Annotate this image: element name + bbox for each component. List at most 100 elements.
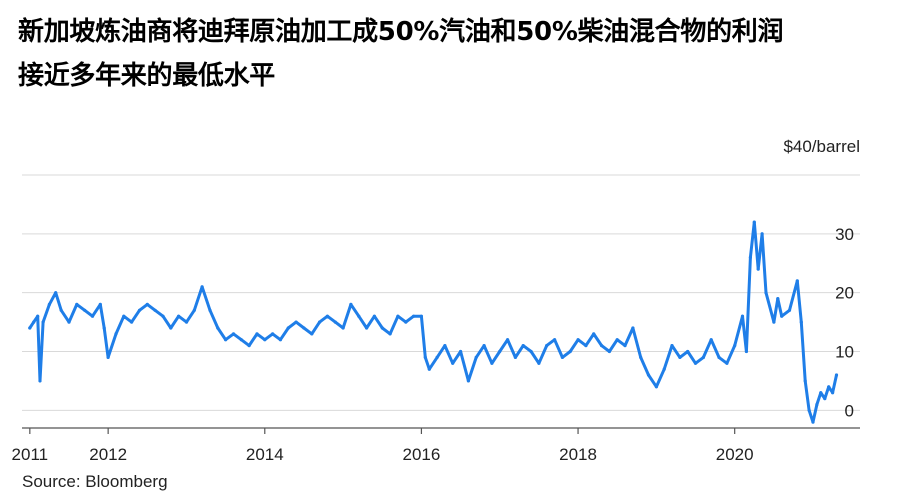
data-point: [795, 279, 799, 283]
data-point: [59, 308, 63, 312]
data-point: [725, 361, 729, 365]
chart-title-line-2: 接近多年来的最低水平: [18, 61, 276, 91]
data-point: [247, 344, 251, 348]
data-point: [333, 320, 337, 324]
data-point: [553, 338, 557, 342]
data-point: [733, 344, 737, 348]
data-point: [744, 349, 749, 354]
data-point: [423, 355, 427, 359]
source-note: Source: Bloomberg: [22, 472, 168, 491]
data-point: [787, 308, 792, 312]
data-point: [545, 344, 549, 348]
data-point: [776, 297, 780, 301]
data-point: [231, 332, 236, 336]
data-point: [310, 332, 314, 336]
data-point: [278, 338, 282, 342]
data-point: [709, 338, 713, 342]
data-point: [513, 355, 518, 359]
data-point: [404, 320, 408, 324]
data-point: [177, 314, 181, 318]
data-point: [83, 308, 87, 312]
x-tick-label: 2012: [89, 445, 127, 464]
data-point: [560, 355, 565, 359]
data-point: [686, 349, 690, 354]
data-point: [615, 338, 619, 342]
y-tick-label: 0: [845, 401, 854, 420]
data-point: [834, 373, 839, 377]
data-point: [67, 320, 71, 324]
chart-title-line-1: 新加坡炼油商将迪拜原油加工成50%汽油和50%柴油混合物的利润: [18, 17, 784, 47]
data-point: [380, 326, 384, 330]
data-point: [780, 314, 784, 318]
data-point: [740, 314, 745, 318]
data-point: [498, 349, 502, 354]
data-point: [823, 397, 827, 401]
data-point: [349, 302, 353, 306]
data-point: [130, 320, 134, 324]
data-point: [32, 320, 36, 324]
data-point: [435, 355, 439, 359]
data-point: [748, 255, 753, 259]
data-point: [592, 332, 596, 336]
data-point: [192, 308, 196, 312]
data-point: [98, 302, 102, 306]
data-point: [208, 308, 212, 312]
data-point: [717, 355, 721, 359]
data-point: [122, 314, 126, 318]
chart-title: 新加坡炼油商将迪拜原油加工成50%汽油和50%柴油混合物的利润 接近多年来的最低…: [18, 10, 888, 98]
data-point: [216, 326, 220, 330]
data-point: [255, 332, 259, 336]
x-tick-label: 2011: [12, 445, 49, 464]
data-point: [102, 326, 106, 330]
y-tick-label: 30: [835, 225, 854, 244]
data-point: [184, 320, 189, 324]
series-line-refining-margin: [28, 220, 838, 424]
data-point: [75, 302, 79, 306]
data-point: [831, 391, 835, 395]
data-point: [271, 332, 275, 336]
data-point: [412, 314, 416, 318]
data-point: [28, 326, 32, 330]
data-point: [427, 367, 431, 371]
data-point: [451, 361, 455, 365]
data-point: [654, 385, 659, 389]
data-point: [302, 326, 306, 330]
data-point: [318, 320, 322, 324]
data-point: [419, 314, 423, 318]
data-point: [623, 344, 627, 348]
data-point: [459, 349, 463, 354]
data-point: [631, 326, 635, 330]
data-point: [764, 291, 768, 295]
data-point: [294, 320, 298, 324]
data-point: [693, 361, 698, 365]
data-point: [161, 314, 165, 318]
data-point: [325, 314, 329, 318]
data-point: [760, 232, 764, 236]
data-point: [584, 344, 588, 348]
data-point: [114, 332, 118, 336]
data-point: [466, 379, 470, 383]
data-point: [756, 267, 760, 271]
x-tick-label: 2020: [716, 445, 754, 464]
data-point: [239, 338, 243, 342]
x-tick-label: 2016: [403, 445, 441, 464]
data-point: [607, 349, 612, 354]
data-point: [819, 391, 823, 395]
data-point: [772, 320, 776, 324]
data-point: [36, 314, 40, 318]
data-point: [537, 361, 541, 365]
data-point: [47, 302, 52, 306]
data-point: [263, 338, 267, 342]
data-point: [662, 367, 666, 371]
data-point: [803, 379, 807, 383]
data-point: [807, 408, 811, 412]
data-point: [799, 320, 803, 324]
data-point: [372, 314, 376, 318]
data-point: [474, 355, 478, 359]
y-axis-unit-label: $40/barrel: [783, 137, 860, 156]
x-tick-label: 2014: [246, 445, 284, 464]
data-point: [506, 338, 510, 342]
data-point: [341, 326, 345, 330]
data-point: [815, 402, 819, 407]
